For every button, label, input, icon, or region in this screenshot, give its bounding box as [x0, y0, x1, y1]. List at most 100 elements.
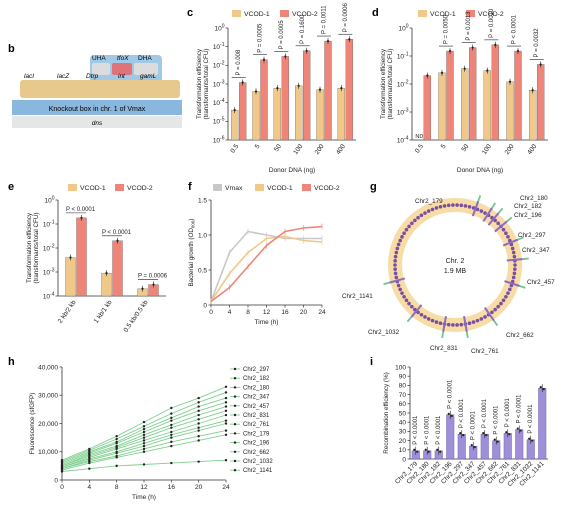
data-point — [197, 418, 200, 421]
legend-e: VCOD-1 VCOD-2 — [68, 184, 153, 192]
bar — [273, 87, 281, 141]
data-point — [462, 434, 465, 437]
legend-label: Chr2_831 — [243, 413, 270, 419]
data-point — [224, 409, 228, 412]
chromosome-bead — [483, 211, 487, 215]
p-value-label: P < 0.0001 — [517, 394, 523, 424]
panel-label-d: d — [372, 7, 379, 19]
chromosome-bead — [419, 312, 424, 317]
site-marker — [389, 277, 406, 284]
legend-label: Chr2_761 — [243, 422, 270, 428]
data-point — [496, 440, 499, 443]
data-point — [142, 430, 146, 434]
y-tick-label: 80 — [399, 383, 407, 390]
legend-c: VCOD-1 VCOD-2 — [232, 10, 318, 18]
chromosome-bead — [508, 287, 512, 292]
panel-label-e: e — [8, 181, 14, 193]
site-marker — [487, 212, 500, 226]
data-point — [516, 427, 519, 430]
p-value-label: P < 0.0001 — [413, 415, 419, 445]
chart-h: 0 10,000 20,000 30,000 40,000 0 4 8 12 16 20 24 Chr2… — [29, 364, 273, 501]
x-tick-label: 16 — [168, 484, 176, 491]
p-value-label: P = 0.0005 — [279, 20, 285, 50]
data-point — [486, 69, 489, 72]
y-tick-label: 10-4 — [43, 291, 55, 300]
data-point — [224, 422, 228, 425]
bar — [260, 59, 268, 141]
site-arrow — [506, 216, 513, 222]
site-arrow — [493, 320, 499, 327]
p-value-label: P = 0.0032 — [534, 28, 540, 58]
data-point — [448, 49, 452, 53]
y-tick-label: 10-1 — [397, 51, 409, 60]
x-tick-label: 24 — [318, 309, 326, 316]
legend-swatch-vcod1-c — [232, 10, 241, 17]
data-point — [115, 456, 118, 459]
fluorescence-line — [61, 397, 227, 464]
x-tick-label: 200 — [504, 143, 516, 156]
data-point — [485, 434, 488, 437]
chromosome-bead — [479, 317, 484, 321]
bar — [446, 50, 454, 141]
site-label: Chr2_1032 — [368, 329, 400, 336]
legend-marker — [233, 432, 237, 435]
x-tick-label: 5 — [254, 143, 262, 150]
x-tick-label: 0.5 — [414, 143, 425, 155]
y-tick-label: 10-3 — [213, 79, 225, 88]
bar — [231, 109, 239, 141]
chromosome-bead — [512, 271, 517, 276]
legend-label-vcod1-e: VCOD-1 — [80, 185, 106, 192]
site-arrow — [522, 257, 529, 260]
site-marker — [463, 316, 468, 333]
chromosome-bead — [393, 267, 397, 271]
fluorescence-line — [61, 401, 227, 465]
data-point — [170, 461, 173, 465]
y-tick-label: 10-4 — [213, 98, 225, 107]
y-axis-label: Transformation efficiency — [196, 48, 203, 119]
chromosome-bead — [410, 221, 414, 226]
y-axis-label: Transformation efficiency — [380, 48, 387, 119]
data-point — [142, 444, 146, 448]
chromosome-bead — [442, 204, 447, 208]
site-marker — [506, 258, 523, 262]
data-point — [505, 431, 508, 434]
bar — [281, 56, 289, 141]
legend-swatch-vcod2-f — [302, 184, 311, 191]
chromosome-bead — [416, 215, 420, 220]
data-point — [436, 448, 439, 451]
data-point — [224, 413, 228, 417]
x-tick-label: 200 — [314, 143, 326, 156]
site-arrow — [491, 202, 497, 209]
data-point — [170, 423, 173, 427]
data-point — [224, 433, 228, 436]
data-point — [197, 429, 200, 432]
y-axis-label-units: (transformants/total CFU) — [387, 48, 394, 119]
data-point — [116, 239, 119, 242]
chromosome-bead — [410, 304, 414, 309]
y-tick-label: 10 — [399, 447, 407, 454]
y-tick-label: 100 — [398, 23, 408, 32]
chromosome-bead — [393, 263, 397, 267]
data-point — [170, 430, 173, 434]
legend-label: Chr2_1141 — [243, 468, 273, 474]
chromosome-bead — [402, 294, 406, 299]
legend-label: Chr2_179 — [243, 431, 270, 437]
site-label: Chr2_761 — [471, 348, 499, 355]
data-point — [482, 432, 485, 435]
data-point — [463, 67, 466, 70]
legend-d: VCOD-1 VCOD-2 — [418, 10, 504, 18]
site-arrow — [383, 281, 390, 286]
x-tick-label: 12 — [140, 484, 148, 491]
data-point — [262, 58, 266, 61]
data-point — [233, 108, 236, 112]
panel-label-f: f — [188, 181, 192, 193]
chromosome-bead — [438, 204, 443, 209]
data-point — [115, 447, 118, 451]
data-point — [440, 71, 444, 74]
data-point — [276, 87, 279, 90]
legend-swatch-vcod1-d — [418, 10, 427, 17]
legend-label: Chr2_1032 — [243, 459, 273, 465]
bar — [324, 40, 332, 141]
chromosome-bead — [504, 231, 508, 236]
